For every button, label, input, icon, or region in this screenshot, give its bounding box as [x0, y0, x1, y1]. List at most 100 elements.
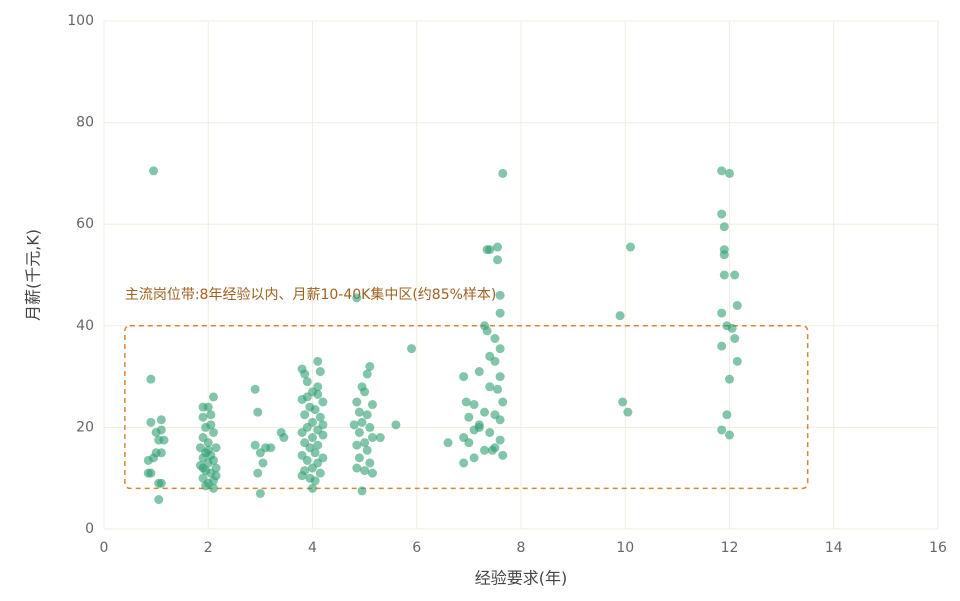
- point: [732, 356, 742, 366]
- point: [357, 417, 367, 427]
- point: [143, 468, 153, 478]
- point: [250, 384, 260, 394]
- point: [375, 433, 385, 443]
- point: [300, 410, 310, 420]
- point: [315, 468, 325, 478]
- point: [727, 323, 737, 333]
- point: [255, 488, 265, 498]
- point: [352, 440, 362, 450]
- point: [362, 445, 372, 455]
- point: [459, 458, 469, 468]
- point: [443, 438, 453, 448]
- point: [156, 448, 166, 458]
- point: [310, 448, 320, 458]
- point: [623, 407, 633, 417]
- point: [474, 367, 484, 377]
- point: [367, 400, 377, 410]
- point: [493, 242, 503, 252]
- point: [719, 250, 729, 260]
- annotation-box: [124, 325, 809, 490]
- point: [725, 168, 734, 178]
- point: [253, 407, 263, 417]
- point: [308, 433, 317, 443]
- x-tick-label: 2: [204, 540, 213, 556]
- x-tick-label: 0: [100, 540, 109, 556]
- point: [149, 166, 159, 176]
- x-tick-label: 12: [721, 540, 739, 556]
- point: [482, 326, 492, 336]
- point: [203, 438, 213, 448]
- point: [391, 420, 401, 430]
- point: [365, 361, 375, 371]
- point: [485, 427, 495, 437]
- y-tick-label: 100: [67, 13, 94, 29]
- point: [318, 397, 328, 407]
- point: [253, 468, 263, 478]
- point: [302, 455, 312, 465]
- point: [250, 440, 260, 450]
- point: [367, 433, 377, 443]
- x-tick-label: 6: [412, 540, 421, 556]
- point: [480, 445, 490, 455]
- point: [302, 377, 312, 387]
- point: [211, 471, 221, 481]
- point: [149, 453, 159, 463]
- point: [198, 412, 208, 422]
- point: [208, 392, 218, 402]
- point: [318, 420, 328, 430]
- x-tick-label: 16: [929, 540, 947, 556]
- annotation-text: 主流岗位带:8年经验以内、月薪10-40K集中区(约85%样本): [125, 286, 497, 303]
- x-tick-label: 10: [616, 540, 634, 556]
- point: [625, 242, 635, 252]
- point: [297, 471, 307, 481]
- point: [360, 387, 370, 397]
- point: [495, 415, 505, 425]
- x-axis-label: 经验要求(年): [475, 569, 568, 588]
- point: [198, 463, 208, 473]
- point: [308, 483, 317, 493]
- point: [362, 369, 372, 379]
- point: [279, 433, 289, 443]
- point: [367, 468, 377, 478]
- point: [365, 422, 375, 432]
- point: [300, 369, 310, 379]
- y-tick-label: 80: [76, 115, 94, 131]
- point: [493, 255, 503, 265]
- y-axis-label: 月薪(千元,K): [24, 229, 43, 321]
- point: [349, 420, 359, 430]
- point: [495, 372, 505, 382]
- point: [730, 334, 740, 343]
- point: [717, 209, 727, 219]
- point: [719, 222, 729, 232]
- point: [469, 400, 479, 410]
- point: [352, 397, 362, 407]
- point: [469, 453, 479, 463]
- x-tick-label: 14: [825, 540, 843, 556]
- point: [201, 481, 211, 491]
- point: [315, 412, 325, 422]
- point: [719, 270, 729, 280]
- point: [352, 293, 362, 303]
- point: [206, 420, 216, 430]
- point: [490, 356, 500, 366]
- point: [464, 438, 474, 448]
- point: [313, 440, 323, 450]
- point: [211, 443, 221, 453]
- y-tick-label: 20: [76, 419, 94, 435]
- point: [717, 341, 727, 351]
- point: [297, 427, 307, 437]
- x-tick-label: 8: [517, 540, 526, 556]
- point: [725, 430, 734, 440]
- point: [146, 417, 156, 427]
- point: [357, 486, 367, 496]
- y-tick-label: 60: [76, 216, 94, 232]
- point: [360, 438, 370, 448]
- point: [310, 405, 320, 415]
- point: [487, 445, 497, 455]
- point: [717, 425, 727, 435]
- point: [318, 430, 328, 440]
- point: [313, 356, 323, 366]
- point: [493, 384, 503, 394]
- point: [156, 425, 166, 435]
